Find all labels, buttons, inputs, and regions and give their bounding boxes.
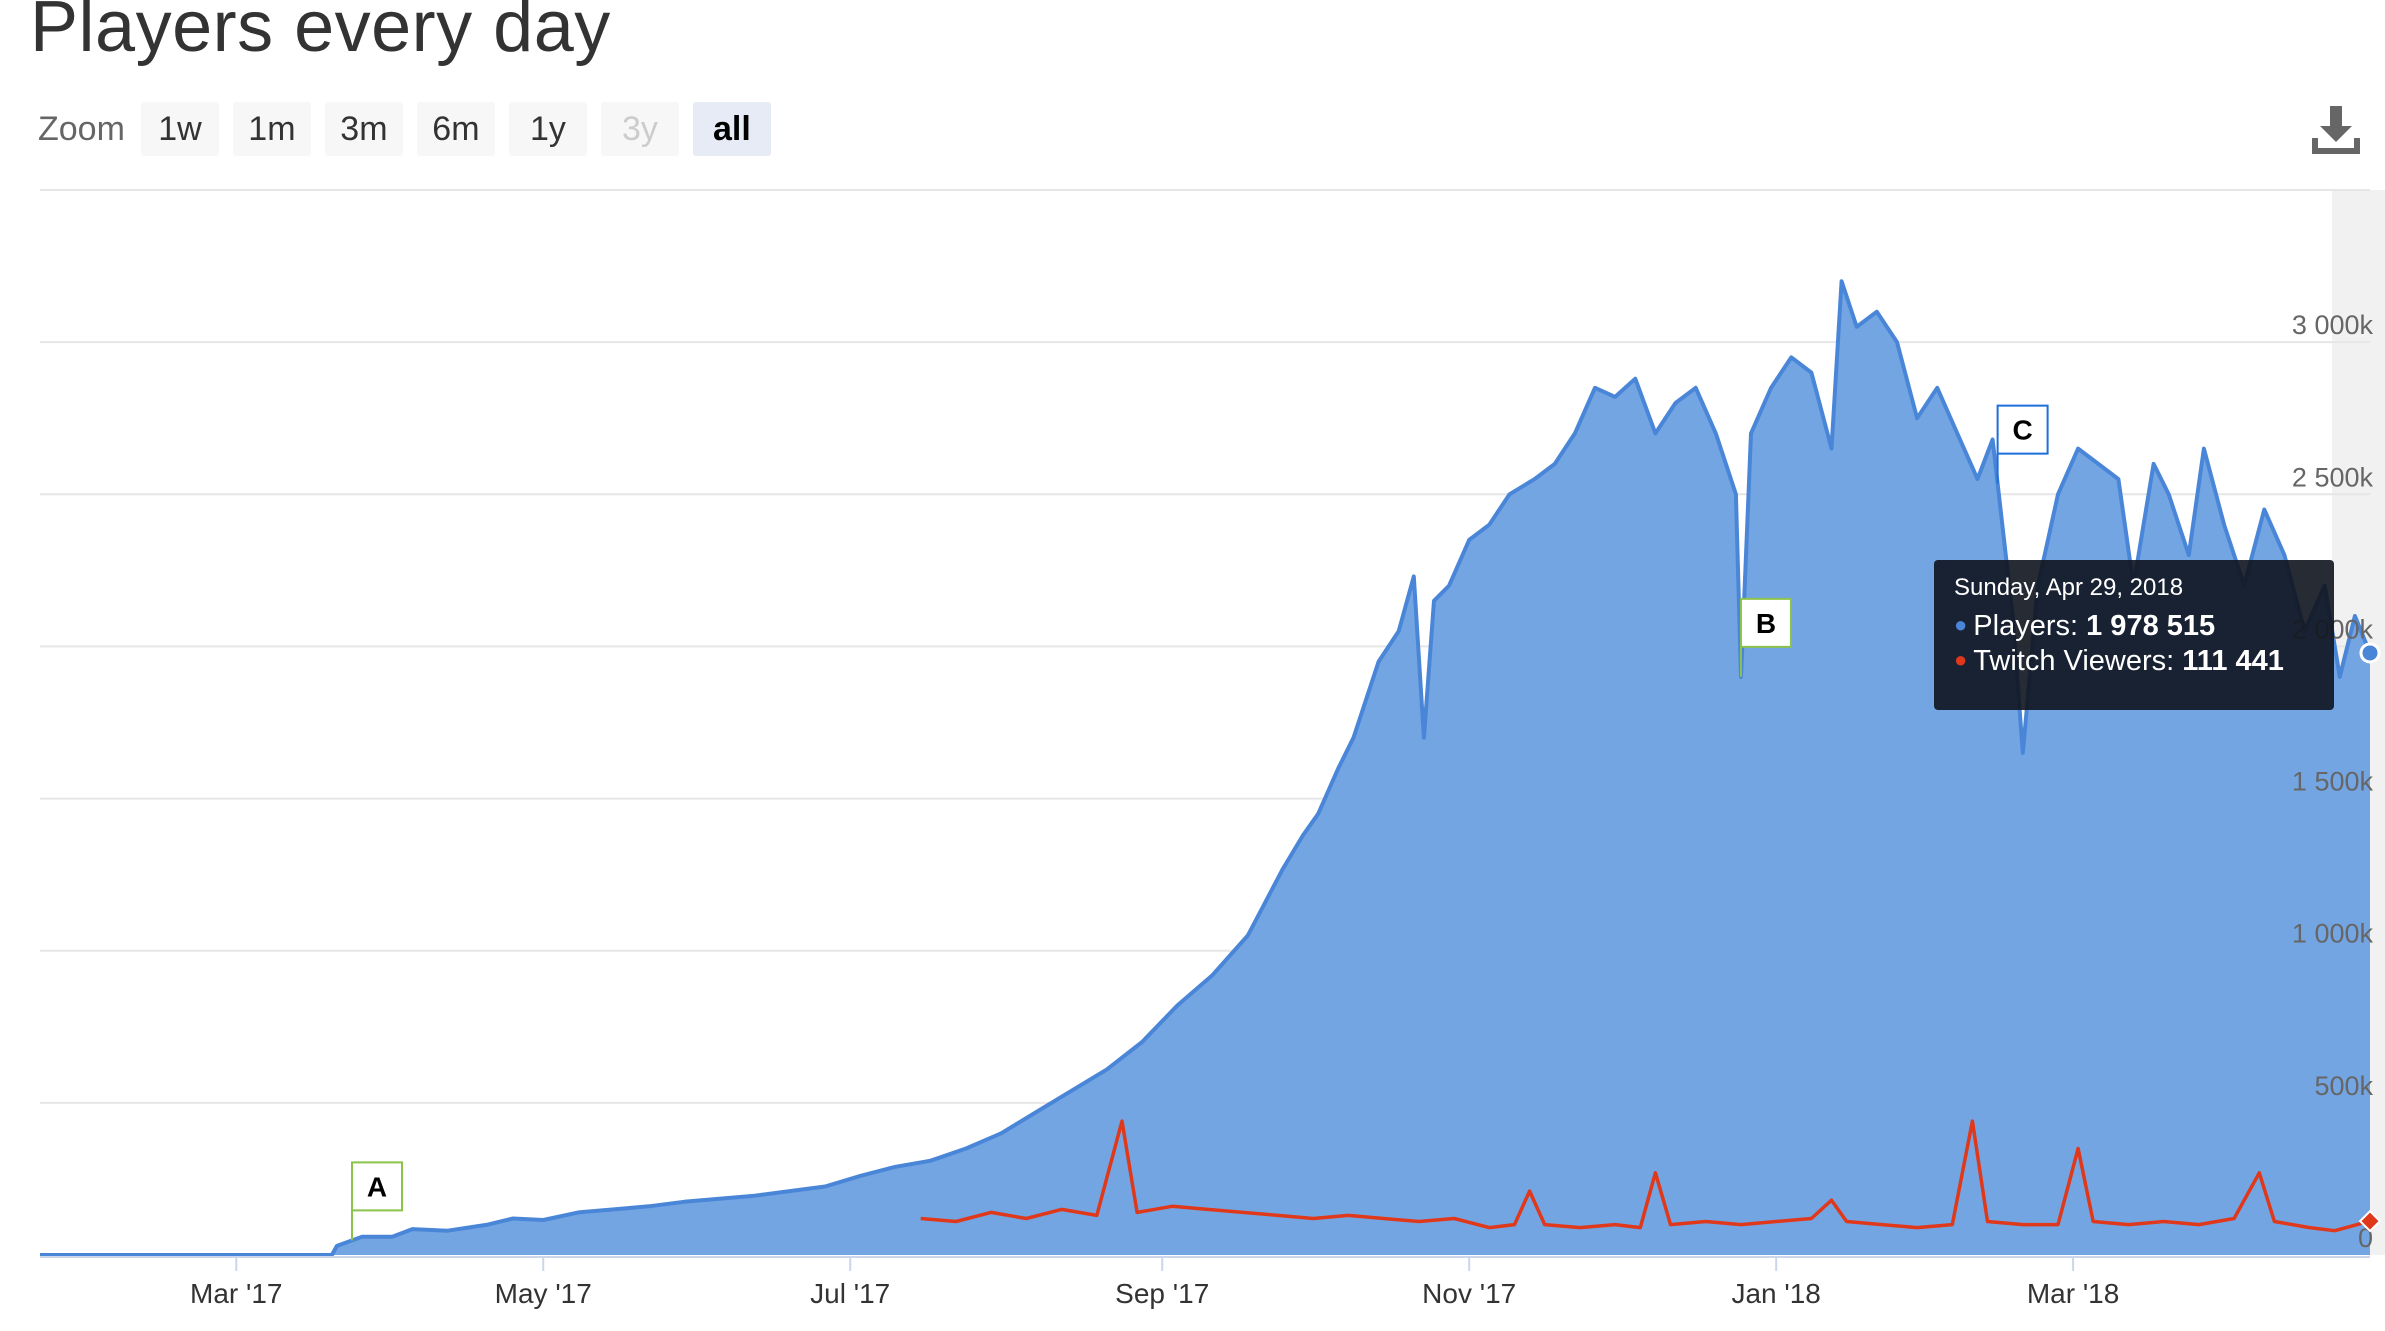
- x-tick-label: Mar '18: [2027, 1278, 2120, 1309]
- x-tick-label: Nov '17: [1422, 1278, 1516, 1309]
- flag-label: C: [2012, 415, 2032, 446]
- twitch-hover-marker: [2358, 1209, 2382, 1233]
- marker-layer: [2358, 642, 2382, 1233]
- tooltip-twitch-row: ● Twitch Viewers: 111 441: [1954, 645, 2314, 678]
- zoom-1m-button[interactable]: 1m: [232, 102, 311, 156]
- flag-box: [351, 1161, 404, 1212]
- tooltip-twitch-value: 111 441: [2182, 645, 2284, 677]
- players-dot-icon: ●: [1954, 612, 1968, 637]
- twitch-layer: [920, 1119, 2371, 1233]
- flag-label: B: [1756, 608, 1776, 639]
- tooltip-date: Sunday, Apr 29, 2018: [1954, 574, 2184, 601]
- tooltip-players-value: 1 978 515: [2086, 610, 2216, 642]
- tooltip-players-row: ● Players: 1 978 515: [1954, 610, 2314, 643]
- y-tick-label: 1 500k: [2292, 767, 2374, 797]
- x-tick-label: Jul '17: [810, 1278, 890, 1309]
- players-line: [40, 279, 2372, 1257]
- zoom-bar: Zoom 1w 1m 3m 6m 1y 3y all: [38, 100, 785, 158]
- tooltip-twitch-label: Twitch Viewers:: [1973, 645, 2175, 677]
- page-title: Players every day: [30, 0, 611, 67]
- flag-box: [1996, 404, 2049, 455]
- flag-label: A: [367, 1171, 387, 1202]
- zoom-all-button[interactable]: all: [692, 102, 771, 156]
- area-layer: [40, 279, 2372, 1257]
- y-tick-label: 500k: [2314, 1071, 2373, 1101]
- flag-box: [1739, 597, 1792, 648]
- x-tick-label: Jan '18: [1731, 1278, 1820, 1309]
- zoom-6m-button[interactable]: 6m: [416, 102, 495, 156]
- zoom-1w-button[interactable]: 1w: [140, 102, 219, 156]
- zoom-3y-button: 3y: [600, 102, 679, 156]
- y-tick-label: 2 500k: [2292, 462, 2374, 492]
- x-tick-label: Mar '17: [190, 1278, 283, 1309]
- players-area: [40, 281, 2370, 1255]
- x-tick-label: May '17: [495, 1278, 592, 1309]
- download-icon[interactable]: [2310, 104, 2362, 156]
- y-tick-label: 1 000k: [2292, 919, 2374, 949]
- zoom-3m-button[interactable]: 3m: [324, 102, 403, 156]
- x-tick-label: Sep '17: [1115, 1278, 1209, 1309]
- zoom-label: Zoom: [38, 109, 125, 148]
- twitch-dot-icon: ●: [1954, 647, 1968, 672]
- zoom-1y-button[interactable]: 1y: [508, 102, 587, 156]
- twitch-viewers-line: [920, 1119, 2371, 1233]
- tooltip: Sunday, Apr 29, 2018 ● Players: 1 978 515…: [1934, 560, 2334, 710]
- tooltip-players-label: Players:: [1973, 610, 2079, 642]
- players-hover-marker: [2359, 642, 2381, 664]
- y-tick-label: 3 000k: [2292, 310, 2374, 340]
- flag-layer: A B C: [351, 404, 2049, 1241]
